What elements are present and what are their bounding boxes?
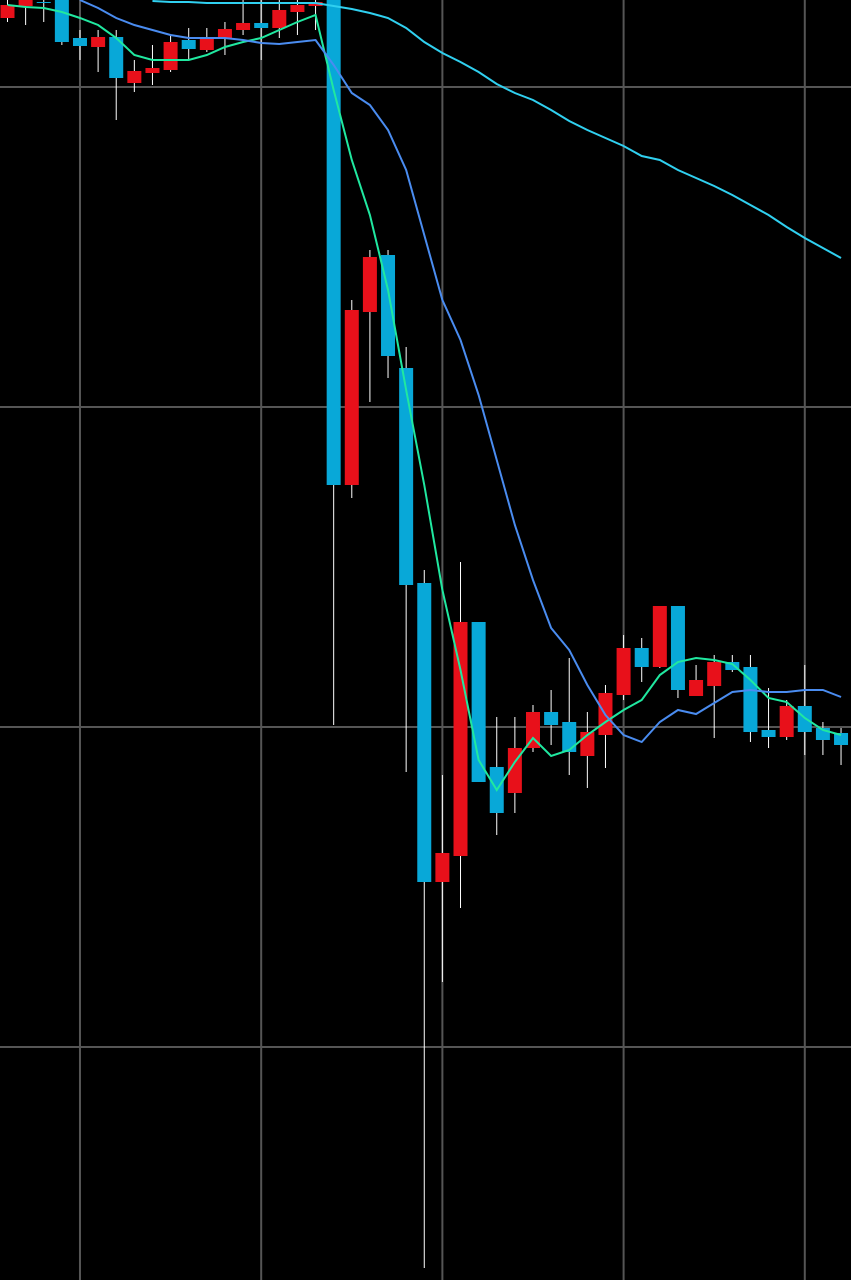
candle-body <box>507 748 522 793</box>
moving-average-line <box>7 4 842 792</box>
candle-body <box>272 10 287 28</box>
candle-body <box>399 368 414 585</box>
candle-body <box>381 255 396 356</box>
candle-body <box>181 40 196 49</box>
candle-body <box>109 37 124 78</box>
candle-body <box>689 680 704 696</box>
candle-body <box>725 662 740 670</box>
candle-body <box>453 622 468 856</box>
candle-body <box>761 730 776 737</box>
candle-body <box>290 5 305 12</box>
candle-body <box>417 583 432 882</box>
candle-body <box>670 606 685 690</box>
candle-body <box>127 71 142 83</box>
candle-body <box>54 0 69 42</box>
candle-body <box>834 733 849 745</box>
candle-body <box>634 648 649 667</box>
candle-body <box>362 257 377 312</box>
candle-body <box>562 722 577 752</box>
moving-average-line <box>152 0 842 259</box>
moving-average-line <box>79 0 842 744</box>
candle-body <box>217 29 232 38</box>
candle-body <box>236 23 251 30</box>
candle-body <box>145 68 160 73</box>
candle-body <box>199 39 214 50</box>
candle-body <box>36 2 51 3</box>
candle-body <box>707 662 722 686</box>
candle-body <box>616 648 631 695</box>
candle-body <box>163 42 178 70</box>
candle-body <box>326 0 341 485</box>
candle-body <box>525 712 540 748</box>
candle-body <box>18 0 33 6</box>
candle-body <box>544 712 559 725</box>
candle-body <box>0 5 15 18</box>
candle-body <box>91 37 106 47</box>
candle-body <box>254 23 269 28</box>
candle-body <box>435 853 450 882</box>
candle-body <box>779 706 794 737</box>
candle-body <box>344 310 359 485</box>
candle-body <box>72 38 87 46</box>
candle-body <box>652 606 667 667</box>
